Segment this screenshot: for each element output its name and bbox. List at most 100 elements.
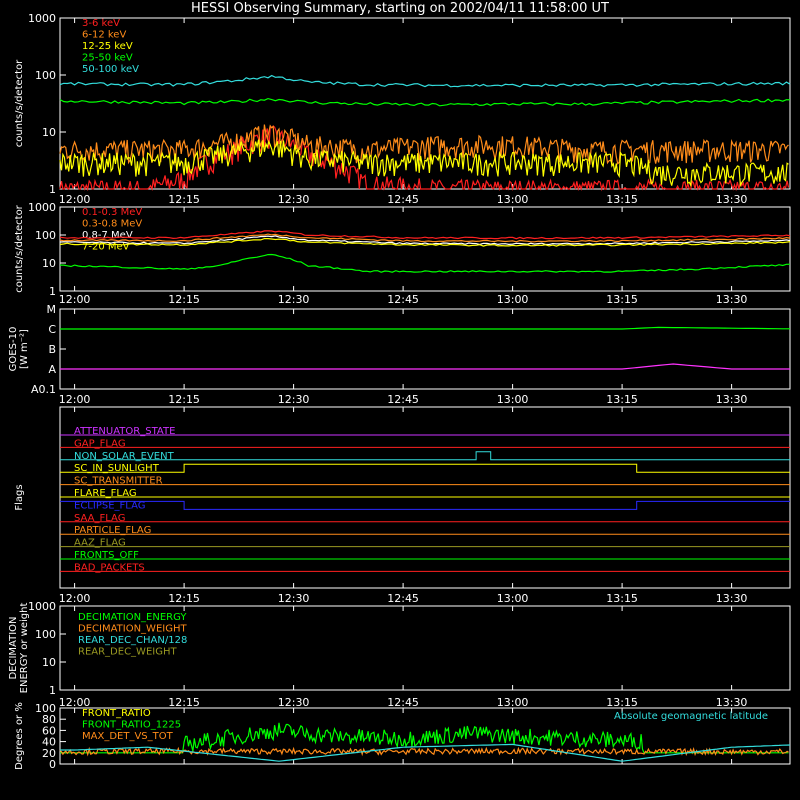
x-tick-label: 13:00 bbox=[497, 193, 529, 206]
flag-label: SC_TRANSMITTER bbox=[74, 476, 163, 487]
chart-title: HESSI Observing Summary, starting on 200… bbox=[191, 1, 609, 16]
y-tick-label: 80 bbox=[42, 713, 56, 726]
series-line bbox=[59, 124, 789, 166]
x-tick-label: 12:00 bbox=[59, 293, 91, 306]
y-tick-label: 1 bbox=[49, 684, 56, 697]
y-tick-label: 100 bbox=[35, 229, 56, 242]
x-tick-label: 12:15 bbox=[168, 696, 200, 709]
flag-line bbox=[60, 451, 790, 461]
y-axis-label: Flags bbox=[14, 484, 25, 510]
y-tick-label: 0 bbox=[49, 758, 56, 771]
panel-flags: 12:00 12:15 12:30 12:45 13:00 13:15 13:30 Flags… bbox=[14, 406, 791, 605]
x-tick-label: 12:15 bbox=[168, 193, 200, 206]
series-line bbox=[60, 722, 789, 754]
series-line bbox=[59, 233, 791, 243]
flag-label: ATTENUATOR_STATE bbox=[74, 426, 175, 437]
x-tick-label: 12:00 bbox=[59, 393, 91, 406]
flag-label: PARTICLE_FLAG bbox=[74, 525, 151, 536]
legend-entry: DECIMATION_ENERGY bbox=[78, 612, 187, 623]
legend-entry: FRONT_RATIO_1225 bbox=[82, 720, 181, 731]
y-tick-label: C bbox=[48, 323, 56, 336]
y-axis-label: ENERGY or weight bbox=[19, 603, 30, 694]
series-line bbox=[59, 238, 791, 247]
x-tick-label: 12:30 bbox=[278, 193, 310, 206]
y-tick-label: 1000 bbox=[28, 201, 56, 214]
x-tick-label: 12:30 bbox=[278, 592, 310, 605]
series-line bbox=[59, 235, 791, 246]
x-tick-label: 13:00 bbox=[497, 293, 529, 306]
x-tick-label: 12:45 bbox=[387, 393, 419, 406]
y-tick-label: 10 bbox=[42, 257, 56, 270]
legend-entry: 6-12 keV bbox=[82, 30, 126, 41]
y-tick-label: 100 bbox=[35, 628, 56, 641]
x-tick-label: 12:45 bbox=[387, 193, 419, 206]
x-tick-label: 12:00 bbox=[59, 193, 91, 206]
x-tick-label: 13:15 bbox=[606, 293, 638, 306]
legend-entry: 3-6 keV bbox=[82, 18, 120, 29]
y-tick-label: 60 bbox=[42, 724, 56, 737]
legend-entry: 12-25 keV bbox=[82, 41, 133, 52]
panel-frame bbox=[59, 206, 791, 292]
flag-label: FLARE_FLAG bbox=[74, 488, 137, 499]
x-tick-label: 13:30 bbox=[716, 193, 748, 206]
panel-frame bbox=[59, 707, 791, 765]
series-line bbox=[60, 743, 791, 762]
flag-line bbox=[60, 500, 790, 510]
y-tick-label: M bbox=[47, 303, 57, 316]
y-tick-label: 10 bbox=[42, 126, 56, 139]
legend-entry: 7-20 MeV bbox=[82, 242, 130, 253]
x-tick-label: 13:00 bbox=[497, 393, 529, 406]
y-tick-label: 1 bbox=[49, 285, 56, 298]
y-axis-label: GOES-10 bbox=[8, 327, 19, 372]
x-tick-label: 12:45 bbox=[387, 293, 419, 306]
y-tick-label: 40 bbox=[42, 736, 56, 749]
x-tick-label: 13:15 bbox=[606, 193, 638, 206]
panel-counts-low: 12:00 12:15 12:30 12:45 13:00 13:15 13:30 1 10 10… bbox=[14, 12, 791, 206]
flag-label: ECLIPSE_FLAG bbox=[74, 500, 145, 511]
y-tick-label: 100 bbox=[35, 702, 56, 715]
legend-entry: REAR_DEC_WEIGHT bbox=[78, 647, 177, 658]
legend-entry: DECIMATION_WEIGHT bbox=[78, 624, 187, 635]
series-line bbox=[59, 74, 791, 88]
x-tick-label: 12:30 bbox=[278, 393, 310, 406]
x-tick-label: 13:30 bbox=[716, 696, 748, 709]
flag-label: AAZ_FLAG bbox=[74, 538, 126, 549]
y-axis-label: Degrees or % bbox=[14, 702, 25, 770]
y-tick-label: A0.1 bbox=[31, 383, 56, 396]
series-line bbox=[59, 230, 791, 240]
x-tick-label: 13:30 bbox=[716, 592, 748, 605]
series-line bbox=[60, 326, 790, 330]
y-tick-label: 20 bbox=[42, 747, 56, 760]
y-tick-label: B bbox=[48, 343, 56, 356]
legend-entry: 50-100 keV bbox=[82, 64, 139, 75]
panel-counts-high: 12:00 12:15 12:30 12:45 13:00 13:15 13:30 1 10 10… bbox=[14, 201, 791, 306]
flag-label: SAA_FLAG bbox=[74, 513, 125, 524]
x-tick-label: 13:30 bbox=[716, 393, 748, 406]
x-tick-label: 13:00 bbox=[497, 696, 529, 709]
series-line bbox=[59, 139, 789, 188]
flag-line bbox=[60, 463, 790, 473]
y-axis-label: DECIMATION bbox=[8, 616, 19, 679]
y-tick-label: A bbox=[48, 363, 56, 376]
x-tick-label: 13:30 bbox=[716, 293, 748, 306]
x-tick-label: 12:00 bbox=[59, 696, 91, 709]
panel-frame bbox=[59, 605, 791, 691]
panel-goes: 12:00 12:15 12:30 12:45 13:00 13:15 13:30 A0.1 A… bbox=[8, 303, 791, 406]
x-tick-label: 12:30 bbox=[278, 293, 310, 306]
legend-entry: 0.1-0.3 MeV bbox=[82, 207, 142, 218]
legend-entry: 0.3-0.8 MeV bbox=[82, 219, 142, 230]
x-tick-label: 12:15 bbox=[168, 293, 200, 306]
x-tick-label: 12:45 bbox=[387, 696, 419, 709]
x-tick-label: 12:15 bbox=[168, 393, 200, 406]
y-tick-label: 10 bbox=[42, 656, 56, 669]
x-tick-label: 12:00 bbox=[59, 592, 91, 605]
legend-entry: FRONT_RATIO bbox=[82, 708, 151, 719]
x-tick-label: 13:15 bbox=[606, 696, 638, 709]
y-tick-label: 1 bbox=[49, 183, 56, 196]
annotation: Absolute geomagnetic latitude bbox=[614, 711, 768, 722]
series-line bbox=[59, 125, 790, 192]
flag-label: NON_SOLAR_EVENT bbox=[74, 451, 175, 462]
y-axis-label: counts/s/detector bbox=[14, 59, 25, 147]
flag-label: FRONTS_OFF bbox=[74, 550, 139, 561]
